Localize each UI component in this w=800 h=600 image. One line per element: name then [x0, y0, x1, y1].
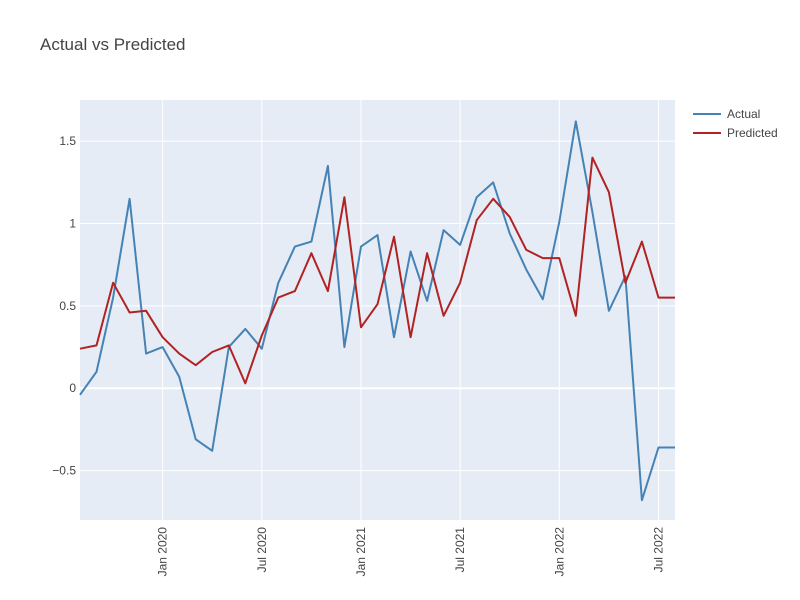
- y-tick-label-1: 0: [69, 381, 76, 395]
- x-tick-label-3: Jul 2021: [453, 527, 467, 573]
- legend-label-predicted: Predicted: [727, 126, 778, 140]
- y-axis-ticks: −0.5 0 0.5 1 1.5: [52, 134, 76, 477]
- y-tick-label-3: 1: [69, 217, 76, 231]
- plot-area: [80, 100, 675, 520]
- legend: Actual Predicted: [693, 107, 778, 140]
- x-axis-ticks: Jan 2020 Jul 2020 Jan 2021 Jul 2021 Jan 2022…: [156, 527, 666, 577]
- series-line-actual: [79, 120, 675, 502]
- y-tick-label-0: −0.5: [52, 464, 76, 478]
- chart-title: Actual vs Predicted: [40, 35, 186, 54]
- series-lines: [79, 120, 675, 502]
- series-line-predicted: [79, 156, 675, 385]
- x-tick-label-1: Jul 2020: [255, 527, 269, 573]
- x-tick-label-2: Jan 2021: [354, 527, 368, 577]
- y-tick-label-4: 1.5: [59, 134, 76, 148]
- x-tick-label-5: Jul 2022: [651, 527, 665, 573]
- y-tick-label-2: 0.5: [59, 299, 76, 313]
- x-tick-label-4: Jan 2022: [552, 527, 566, 577]
- grid-lines: [80, 100, 675, 520]
- x-tick-label-0: Jan 2020: [156, 527, 170, 577]
- legend-label-actual: Actual: [727, 107, 760, 121]
